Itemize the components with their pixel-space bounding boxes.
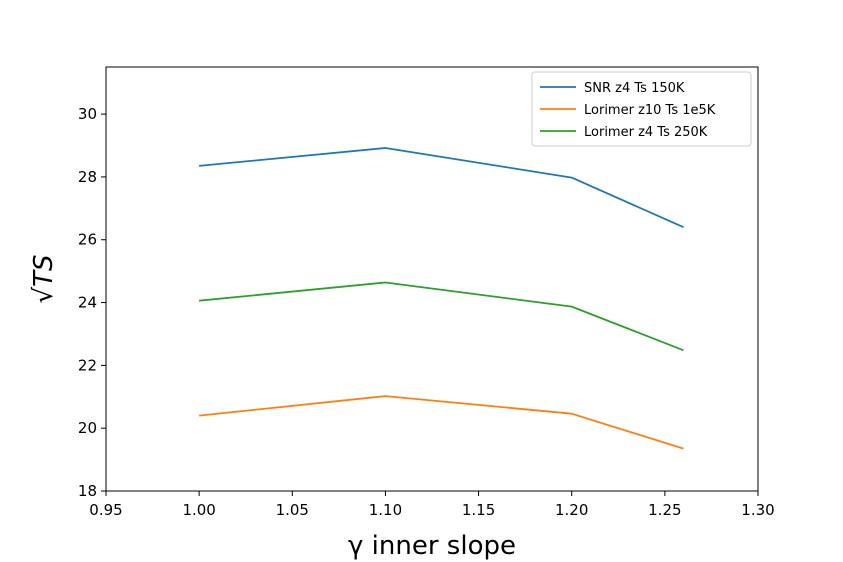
legend-label-3: Lorimer z4 Ts 250K bbox=[584, 125, 708, 140]
series-line-3 bbox=[199, 281, 684, 352]
legend-label-1: SNR z4 Ts 150K bbox=[584, 81, 685, 96]
legend-label-2: Lorimer z10 Ts 1e5K bbox=[584, 103, 716, 118]
x-tick-label: 1.10 bbox=[369, 501, 402, 519]
x-tick-label: 1.05 bbox=[276, 501, 309, 519]
legend: SNR z4 Ts 150K Lorimer z10 Ts 1e5K Lorimer… bbox=[531, 71, 752, 147]
y-axis-label: √TS bbox=[29, 255, 59, 304]
series-line-1 bbox=[199, 147, 684, 229]
y-tick-label: 18 bbox=[78, 482, 97, 500]
plot-frame bbox=[105, 66, 759, 492]
x-tick-label: 1.00 bbox=[182, 501, 215, 519]
y-tick-label: 22 bbox=[78, 356, 97, 374]
series-layer bbox=[199, 147, 684, 450]
y-tick-label: 20 bbox=[78, 419, 97, 437]
series-line-2 bbox=[199, 395, 684, 450]
y-tick-label: 26 bbox=[78, 231, 97, 249]
y-tick-label: 28 bbox=[78, 168, 97, 186]
legend-box bbox=[531, 71, 752, 147]
axes-layer: 0.95 1.00 1.05 1.10 1.15 1.20 1.25 1.30 18 20 22 24… bbox=[29, 66, 775, 561]
x-axis-label: γ inner slope bbox=[348, 531, 516, 561]
y-tick-label: 24 bbox=[78, 294, 97, 312]
x-tick-label: 1.15 bbox=[462, 501, 495, 519]
x-tick-label: 1.25 bbox=[648, 501, 681, 519]
x-tick-label: 1.20 bbox=[555, 501, 588, 519]
x-tick-label: 0.95 bbox=[89, 501, 122, 519]
x-tick-label: 1.30 bbox=[741, 501, 774, 519]
y-tick-label: 30 bbox=[78, 105, 97, 123]
